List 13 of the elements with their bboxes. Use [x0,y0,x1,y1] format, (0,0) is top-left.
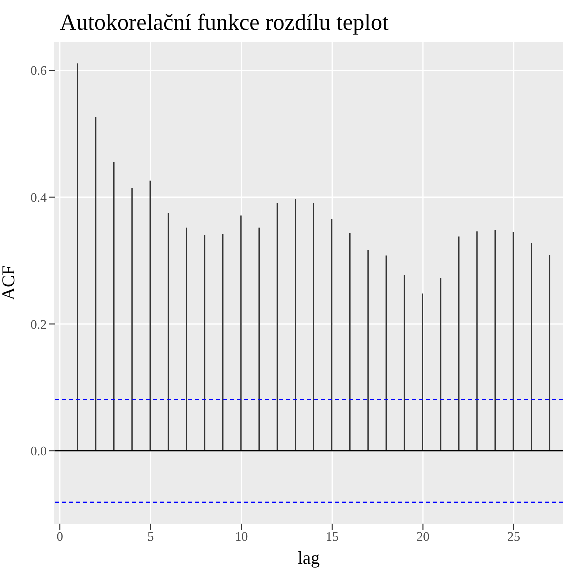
x-tick-label: 0 [56,529,64,544]
y-tick-label: 0.0 [30,444,47,459]
y-tick-label: 0.4 [30,190,48,205]
y-tick-label: 0.6 [30,63,48,78]
y-tick-label: 0.2 [30,316,47,332]
x-tick-label: 25 [507,529,520,544]
y-axis-title: ACF [0,265,18,301]
x-tick-label: 10 [235,529,248,544]
x-tick-label: 15 [326,529,339,544]
x-axis-title: lag [298,548,320,568]
x-tick-label: 5 [148,529,154,544]
chart-title: Autokorelační funkce rozdílu teplot [59,9,390,37]
x-tick-label: 20 [416,529,430,544]
